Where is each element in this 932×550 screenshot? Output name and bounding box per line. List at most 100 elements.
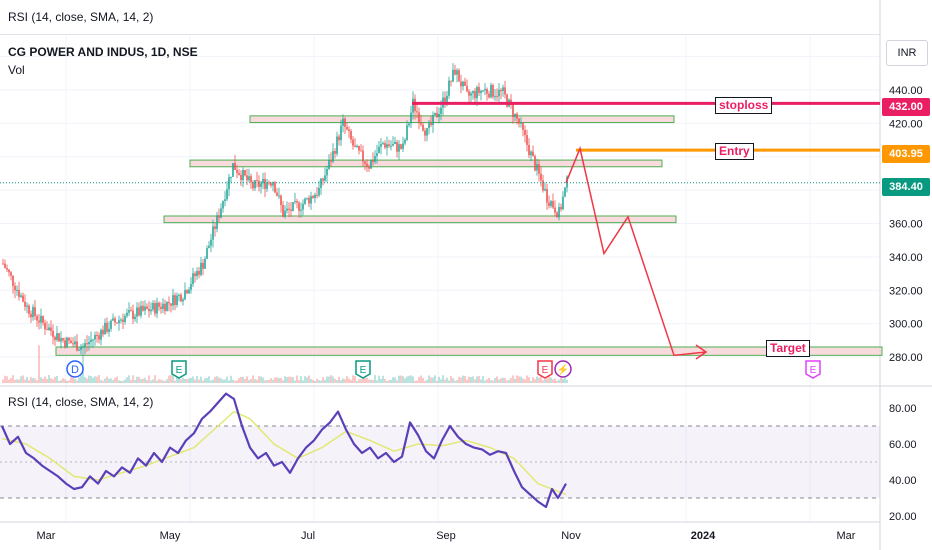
volume-bar — [438, 376, 440, 383]
candle-body — [144, 306, 146, 311]
candle-body — [498, 89, 500, 97]
volume-bar — [336, 380, 338, 383]
candle-body — [12, 275, 14, 286]
volume-bar — [512, 375, 514, 383]
volume-bar — [560, 377, 562, 383]
target-annotation[interactable]: Target — [766, 340, 810, 357]
rsi-tick-label: 80.00 — [889, 403, 917, 415]
volume-bar — [262, 377, 264, 383]
candle-body — [278, 195, 280, 197]
candle-body — [550, 201, 552, 206]
volume-bar — [36, 380, 38, 383]
candle-body — [140, 305, 142, 316]
volume-bar — [418, 377, 420, 383]
volume-bar — [504, 377, 506, 383]
currency-button[interactable]: INR — [886, 40, 928, 66]
candle-body — [120, 319, 122, 321]
candle-body — [478, 87, 480, 93]
candle-body — [106, 322, 108, 332]
candle-body — [130, 310, 132, 312]
volume-bar — [536, 376, 538, 383]
candle-body — [348, 129, 350, 132]
candle-body — [496, 96, 498, 98]
candle-body — [522, 122, 524, 130]
volume-bar — [150, 380, 152, 383]
candle-body — [74, 341, 76, 345]
candle-body — [232, 163, 234, 177]
candle-body — [276, 192, 278, 196]
stoploss-annotation[interactable]: stoploss — [715, 97, 773, 114]
volume-bar — [458, 376, 460, 383]
candle-body — [98, 335, 100, 340]
candle-body — [436, 112, 438, 117]
volume-bar — [16, 379, 18, 383]
candle-body — [170, 303, 172, 306]
volume-bar — [428, 375, 430, 383]
candle-body — [230, 176, 232, 178]
volume-bar — [4, 375, 6, 383]
volume-bar — [442, 375, 444, 383]
earnings-marker-icon — [171, 360, 187, 379]
volume-bar — [494, 377, 496, 383]
candle-body — [534, 156, 536, 171]
earnings-marker-label: E — [176, 365, 183, 376]
volume-label[interactable]: Vol — [8, 63, 25, 77]
volume-bar — [332, 376, 334, 383]
candle-body — [538, 164, 540, 174]
candle-body — [40, 315, 42, 323]
volume-bar — [152, 379, 154, 383]
volume-bar — [432, 377, 434, 383]
candle-body — [298, 202, 300, 211]
candle-body — [6, 267, 8, 270]
candle-body — [320, 178, 322, 189]
volume-bar — [538, 377, 540, 383]
candle-body — [212, 226, 214, 240]
top-indicator-title[interactable]: RSI (14, close, SMA, 14, 2) — [8, 10, 154, 24]
candle-body — [222, 201, 224, 209]
volume-bar — [516, 375, 518, 383]
rsi-panel-title[interactable]: RSI (14, close, SMA, 14, 2) — [8, 395, 154, 409]
volume-bar — [406, 376, 408, 383]
volume-bar — [38, 345, 40, 383]
candle-body — [72, 343, 74, 345]
candle-body — [438, 114, 440, 117]
time-tick-label: Mar — [37, 530, 56, 542]
candle-body — [418, 112, 420, 123]
volume-bar — [384, 379, 386, 383]
volume-bar — [88, 375, 90, 383]
candle-body — [294, 201, 296, 203]
candle-body — [290, 209, 292, 211]
volume-bar — [414, 380, 416, 383]
volume-bar — [54, 376, 56, 383]
candle-body — [78, 349, 80, 351]
time-tick-label: Sep — [436, 530, 456, 542]
volume-bar — [388, 380, 390, 383]
candle-body — [88, 342, 90, 345]
volume-bar — [326, 376, 328, 383]
symbol-title[interactable]: CG POWER AND INDUS, 1D, NSE — [8, 45, 198, 59]
candle-body — [556, 212, 558, 218]
rsi-ma-line — [1, 410, 567, 496]
support-resistance-zone — [163, 215, 677, 224]
volume-bar — [264, 380, 266, 383]
volume-bar — [46, 378, 48, 383]
candle-body — [254, 180, 256, 189]
candle-body — [84, 343, 86, 347]
split-marker-label: ⚡ — [557, 363, 569, 376]
volume-bar — [48, 375, 50, 383]
support-resistance-zone — [55, 346, 883, 356]
candle-body — [302, 203, 304, 210]
candle-body — [318, 188, 320, 196]
candle-body — [326, 169, 328, 176]
volume-bar — [420, 375, 422, 383]
volume-bar — [342, 378, 344, 383]
candle-body — [540, 173, 542, 181]
candle-body — [390, 145, 392, 147]
entry-annotation[interactable]: Entry — [715, 143, 754, 160]
candle-body — [406, 125, 408, 140]
candle-body — [504, 87, 506, 95]
volume-bar — [96, 376, 98, 383]
price-tick-label: 300.00 — [889, 319, 923, 331]
